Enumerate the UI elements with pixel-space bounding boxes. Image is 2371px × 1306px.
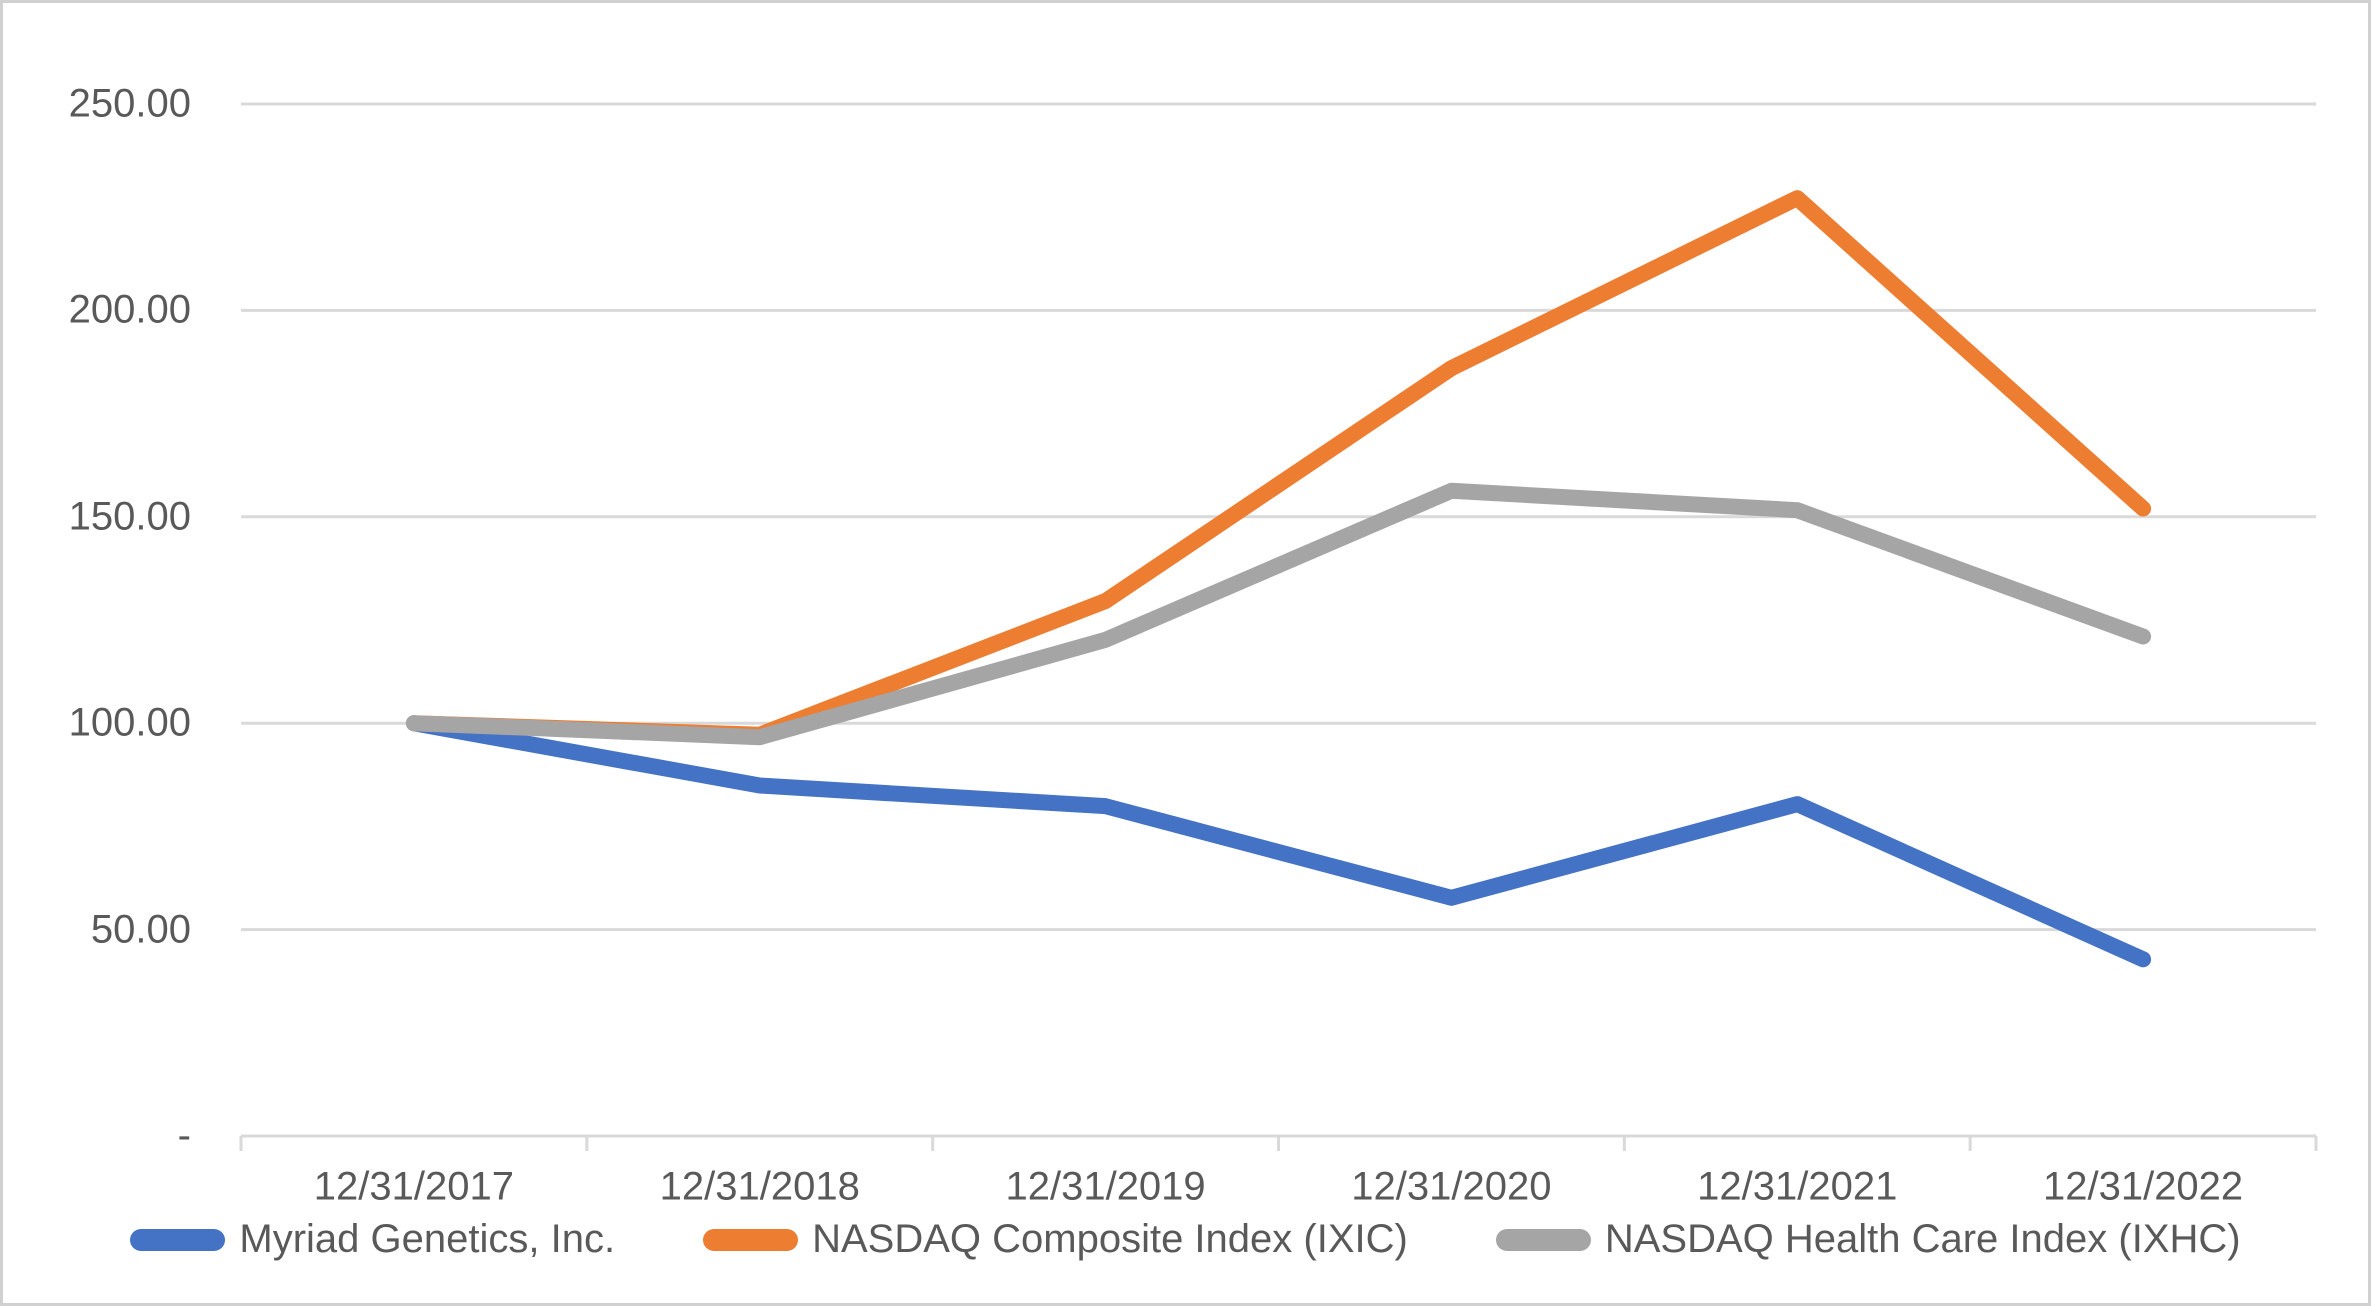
legend-item-1: NASDAQ Composite Index (IXIC): [703, 1217, 1408, 1262]
x-axis-label: 12/31/2017: [313, 1164, 515, 1209]
category-axis: [239, 1134, 2318, 1151]
x-axis-label: 12/31/2022: [2042, 1164, 2244, 1209]
x-axis-label: 12/31/2018: [659, 1164, 860, 1209]
y-axis-label: 100.00: [68, 700, 191, 745]
series-line-2: [405, 482, 2152, 746]
legend-marker-icon: [1495, 1228, 1591, 1251]
legend-label: NASDAQ Composite Index (IXIC): [812, 1217, 1408, 1261]
legend-item-0: Myriad Genetics, Inc.: [130, 1217, 615, 1262]
legend-label: NASDAQ Health Care Index (IXHC): [1604, 1217, 2241, 1261]
y-axis-label: 250.00: [68, 81, 191, 126]
x-axis-label: 12/31/2021: [1697, 1164, 1898, 1209]
x-axis-label: 12/31/2020: [1351, 1164, 1552, 1209]
series-line-0: [405, 715, 2152, 968]
y-axis-label: 150.00: [68, 494, 191, 539]
legend-marker-icon: [703, 1228, 799, 1251]
legend-marker-icon: [130, 1228, 226, 1251]
y-axis-label: -: [177, 1113, 191, 1158]
legend-label: Myriad Genetics, Inc.: [239, 1217, 616, 1261]
legend-item-2: NASDAQ Health Care Index (IXHC): [1495, 1217, 2241, 1262]
x-axis-label: 12/31/2019: [1005, 1164, 1206, 1209]
legend: Myriad Genetics, Inc. NASDAQ Composite In…: [3, 1217, 2368, 1262]
series-line-1: [405, 190, 2152, 743]
y-axis-label: 50.00: [90, 907, 191, 952]
gridlines: [241, 102, 2316, 932]
y-axis-label: 200.00: [68, 287, 191, 332]
plot-area: [239, 102, 2318, 1151]
